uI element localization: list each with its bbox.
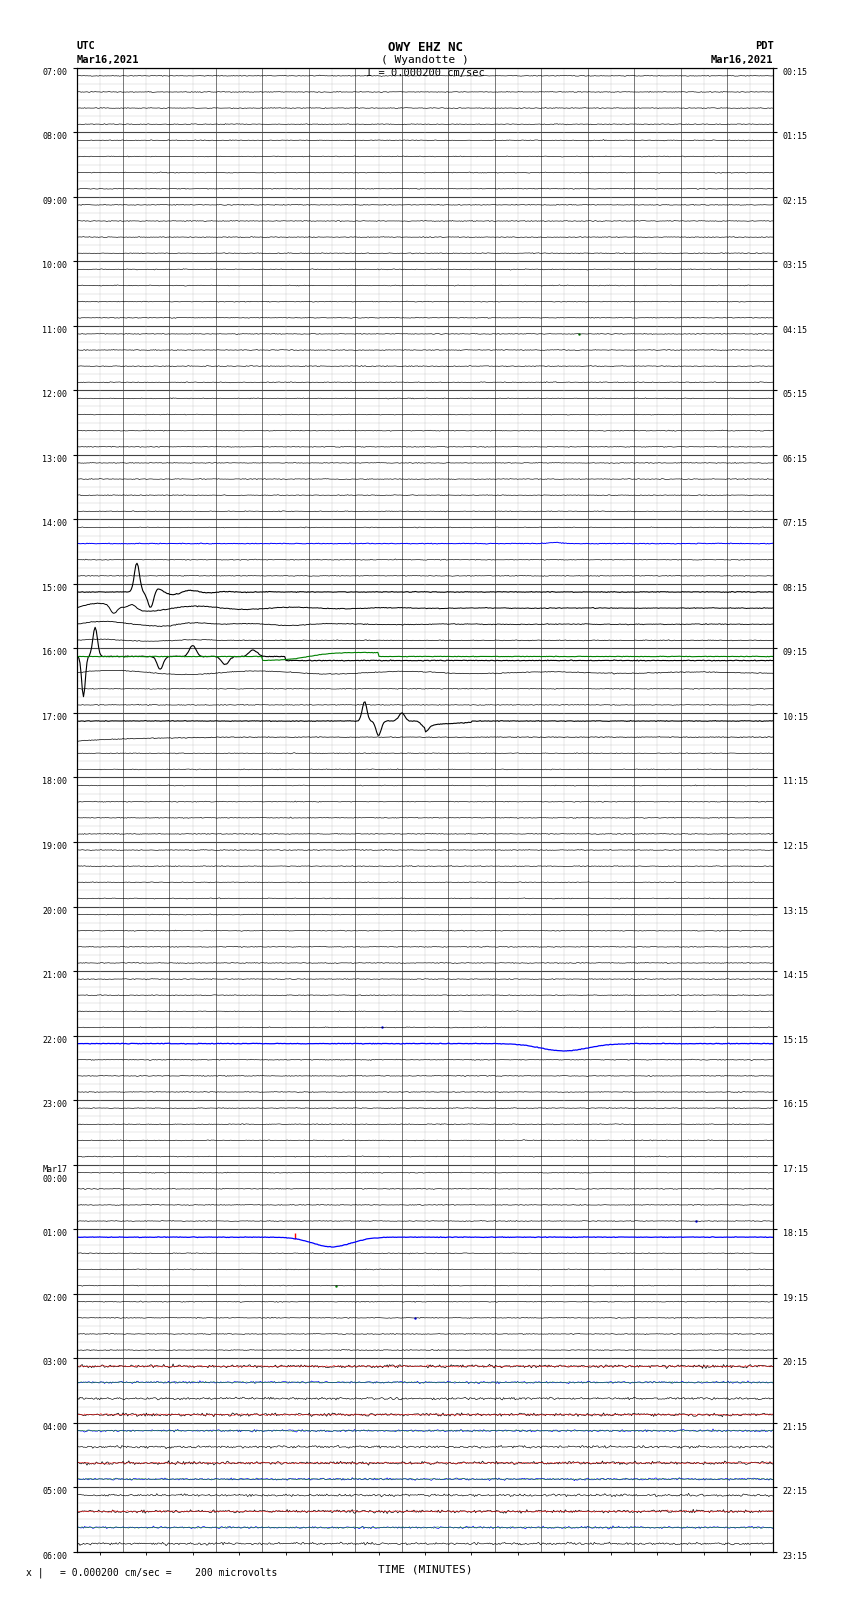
Text: x |: x | bbox=[26, 1566, 43, 1578]
Text: I = 0.000200 cm/sec: I = 0.000200 cm/sec bbox=[366, 68, 484, 77]
Text: ( Wyandotte ): ( Wyandotte ) bbox=[381, 55, 469, 65]
X-axis label: TIME (MINUTES): TIME (MINUTES) bbox=[377, 1565, 473, 1574]
Text: Mar16,2021: Mar16,2021 bbox=[76, 55, 139, 65]
Text: = 0.000200 cm/sec =    200 microvolts: = 0.000200 cm/sec = 200 microvolts bbox=[60, 1568, 277, 1578]
Text: PDT: PDT bbox=[755, 40, 774, 52]
Text: OWY EHZ NC: OWY EHZ NC bbox=[388, 40, 462, 55]
Text: Mar16,2021: Mar16,2021 bbox=[711, 55, 774, 65]
Text: UTC: UTC bbox=[76, 40, 95, 52]
